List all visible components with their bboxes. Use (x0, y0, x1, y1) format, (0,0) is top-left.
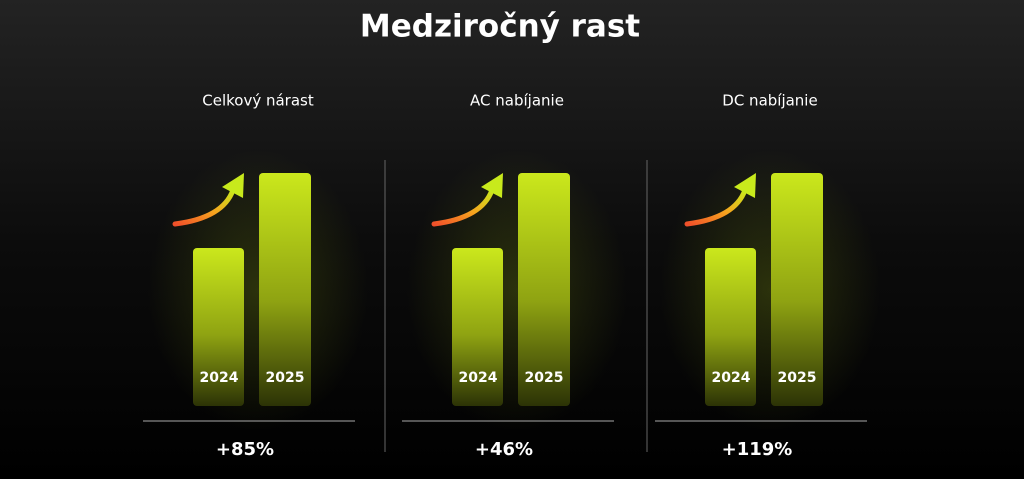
glow (407, 150, 627, 430)
bar (259, 173, 311, 406)
glow (660, 150, 880, 430)
arrow-head (222, 173, 244, 198)
panel-title: AC nabíjanie (470, 92, 564, 110)
bar (705, 248, 756, 406)
year-label: 2024 (200, 370, 239, 386)
panel-title: DC nabíjanie (722, 92, 817, 110)
panel-title: Celkový nárast (202, 92, 314, 110)
change-value: +46% (475, 439, 533, 460)
year-label: 2025 (525, 370, 564, 386)
year-label: 2024 (712, 370, 751, 386)
bar (771, 173, 823, 406)
bar (452, 248, 503, 406)
arrow (172, 187, 236, 227)
title: Medziročný rast (360, 9, 640, 45)
year-label: 2024 (459, 370, 498, 386)
year-label: 2025 (266, 370, 305, 386)
arrow (431, 187, 495, 227)
arrow (684, 187, 748, 227)
change-value: +119% (722, 439, 793, 460)
glow (148, 150, 368, 430)
bar (193, 248, 244, 406)
year-label: 2025 (778, 370, 817, 386)
arrow-head (481, 173, 503, 198)
arrow-head (734, 173, 756, 198)
change-value: +85% (216, 439, 274, 460)
bar (518, 173, 570, 406)
